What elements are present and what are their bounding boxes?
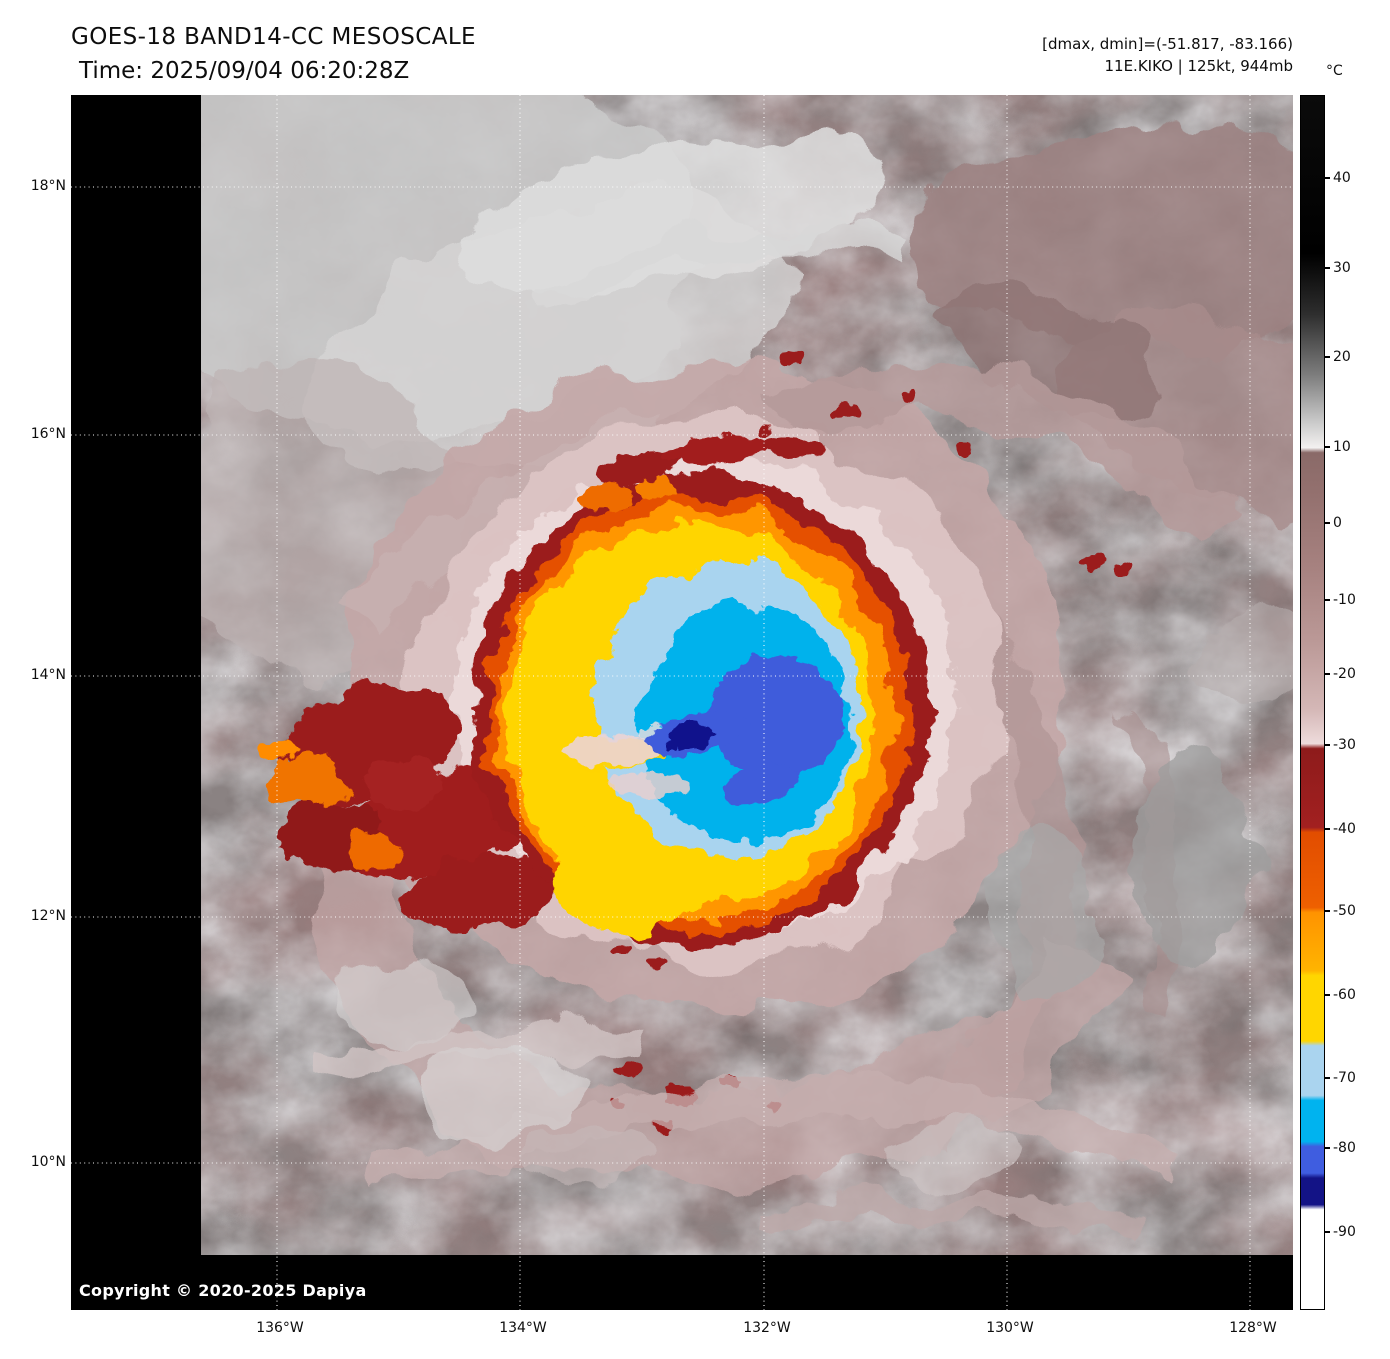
colorbar-tick-neg90: -90 [1324,1224,1356,1240]
colorbar [1300,95,1325,1310]
lat-label-10n: 10°N [30,1154,66,1170]
hurricane-coldest-center [563,655,843,806]
colorbar-tick-10: 10 [1324,439,1351,455]
storm-summary: 11E.KIKO | 125kt, 944mb [1104,57,1293,75]
colorbar-tick-neg40: -40 [1324,821,1356,837]
lon-label-136w: 136°W [256,1320,304,1336]
colorbar-tick-20: 20 [1324,349,1351,365]
product-title: GOES-18 BAND14-CC MESOSCALE [71,24,476,50]
copyright-label: Copyright © 2020-2025 Dapiya [79,1281,367,1300]
colorbar-tick-neg10: -10 [1324,592,1356,608]
lon-label-128w: 128°W [1229,1320,1277,1336]
colorbar-tick-neg70: -70 [1324,1070,1356,1086]
colorbar-tick-neg30: -30 [1324,737,1356,753]
dmax-dmin-readout: [dmax, dmin]=(-51.817, -83.166) [1042,35,1293,53]
colorbar-tick-neg60: -60 [1324,987,1356,1003]
lat-label-12n: 12°N [30,908,66,924]
satellite-plot: Copyright © 2020-2025 Dapiya [71,95,1293,1310]
southern-rainband [317,960,1190,1233]
grid-lines [71,95,1293,1310]
colorbar-gradient [1301,96,1324,1309]
lat-label-14n: 14°N [30,667,66,683]
colorbar-tick-40: 40 [1324,170,1351,186]
lat-label-18n: 18°N [30,178,66,194]
colorbar-tick-30: 30 [1324,260,1351,276]
lon-label-132w: 132°W [743,1320,791,1336]
info-block: [dmax, dmin]=(-51.817, -83.166) 11E.KIKO… [1042,33,1293,77]
colorbar-tick-0: 0 [1324,515,1342,531]
colorbar-unit-label: °C [1326,63,1343,79]
satellite-image [71,95,1293,1310]
lon-label-134w: 134°W [499,1320,547,1336]
colorbar-tick-neg20: -20 [1324,666,1356,682]
colorbar-tick-neg80: -80 [1324,1140,1356,1156]
colorbar-tick-neg50: -50 [1324,903,1356,919]
title-block: GOES-18 BAND14-CC MESOSCALE Time: 2025/0… [71,20,476,88]
lon-label-130w: 130°W [986,1320,1034,1336]
product-timestamp: Time: 2025/09/04 06:20:28Z [79,58,410,84]
north-cold-fragments [581,436,825,513]
west-cold-cloud-masses [259,684,569,931]
lat-label-16n: 16°N [30,426,66,442]
